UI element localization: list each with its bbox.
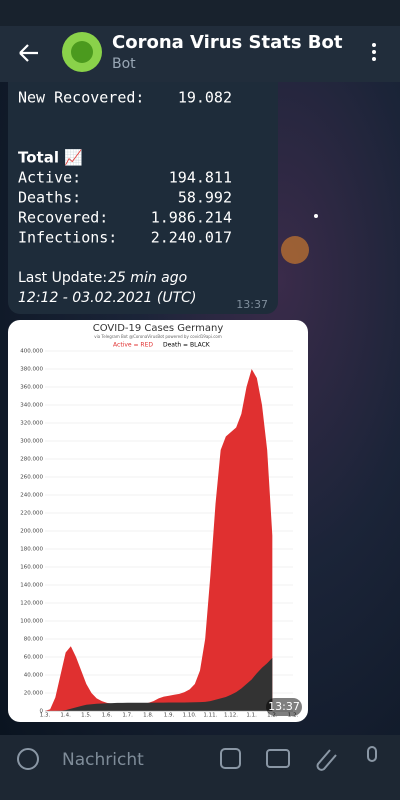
legend-entry: Death = BLACK [163,342,211,349]
y-tick-label: 0 [40,709,44,715]
stat-value: 1.986.214 [151,209,232,227]
nebula [281,236,309,264]
stat-value: 19.082 [178,89,232,107]
stat-value: 194.811 [169,169,232,187]
x-tick-label: 1.9. [164,713,175,719]
x-tick-label: 1.3. [40,713,51,719]
y-tick-label: 300.000 [20,439,43,445]
x-tick-label: 1.4. [60,713,71,719]
last-update-value: 25 min ago [108,270,187,286]
chat-subtitle: Bot [112,56,136,72]
y-tick-label: 200.000 [20,529,43,535]
y-tick-label: 80.000 [24,637,44,643]
stat-value: 58.992 [178,189,232,207]
back-button[interactable] [19,44,38,62]
y-tick-label: 140.000 [20,583,43,589]
mic-button[interactable] [367,746,377,762]
x-tick-label: 1.6. [102,713,113,719]
y-tick-label: 220.000 [20,511,43,517]
message-time: 13:37 [236,298,268,311]
photo-time: 13:37 [268,700,300,713]
y-tick-label: 400.000 [20,349,43,355]
x-tick-label: 1.5. [81,713,92,719]
total-title: Total 📈 [18,149,83,167]
stat-label: Infections: [18,229,117,247]
stat-label: New Recovered: [18,89,144,107]
plot: 0 20.000 40.000 60.000 80.000 100.000 120.000 1… [20,349,298,719]
avatar-virus [71,41,93,63]
stat-label: Active: [18,169,81,187]
x-tick-label: 1.1. [246,713,257,719]
chat-title: Corona Virus Stats Bot [112,32,343,53]
menu-button[interactable] [372,43,376,61]
x-tick-label: 1.12. [224,713,238,719]
stat-value: 2.240.017 [151,229,232,247]
y-tick-label: 360.000 [20,385,43,391]
sticker-button[interactable] [220,748,241,769]
y-tick-label: 120.000 [20,601,43,607]
stat-label: Recovered: [18,209,108,227]
legend-entry: Active = RED [113,342,153,349]
chart-title: COVID-19 Cases Germany [93,323,224,334]
photo-time-pill [266,698,302,716]
y-tick-label: 340.000 [20,403,43,409]
y-tick-label: 100.000 [20,619,43,625]
attach-button[interactable] [316,749,337,771]
chart-subtitle: via Telegram Bot @CoronaVirusBot powered… [94,334,222,339]
message-input[interactable]: Nachricht [62,750,144,770]
timestamp: 12:12 - 03.02.2021 (UTC) [18,290,196,306]
emoji-button[interactable] [17,748,39,770]
input-bar [0,735,400,800]
y-tick-label: 20.000 [24,691,44,697]
status-bar [0,0,400,26]
y-tick-label: 260.000 [20,475,43,481]
x-tick-label: 1.7. [122,713,133,719]
x-tick-label: 1.8. [143,713,154,719]
series-area [45,369,273,711]
last-update-label: Last Update: [18,270,107,286]
y-tick-label: 280.000 [20,457,43,463]
camera-button[interactable] [266,749,290,768]
stat-label: Deaths: [18,189,81,207]
star [314,214,318,218]
x-tick-label: 1.11. [203,713,217,719]
message-bubble [8,82,278,314]
y-tick-label: 180.000 [20,547,43,553]
y-tick-label: 160.000 [20,565,43,571]
y-tick-label: 240.000 [20,493,43,499]
y-tick-label: 380.000 [20,367,43,373]
series-area [45,657,273,711]
y-tick-label: 40.000 [24,673,44,679]
x-tick-label: 1.10. [183,713,197,719]
y-tick-label: 60.000 [24,655,44,661]
y-tick-label: 320.000 [20,421,43,427]
